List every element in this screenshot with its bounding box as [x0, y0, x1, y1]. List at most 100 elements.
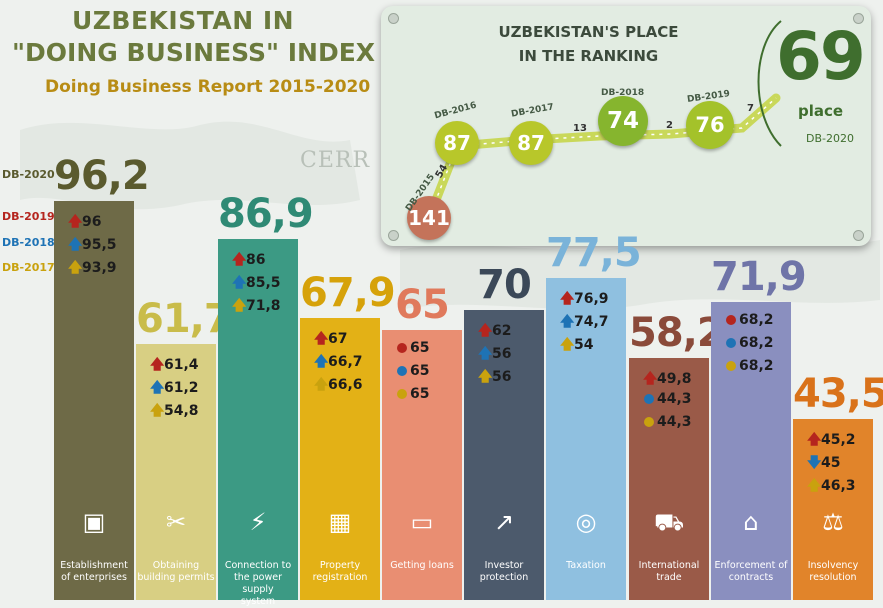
category-label: Taxation	[546, 560, 626, 572]
history-number: 68,2	[739, 311, 774, 328]
rank-value: 87	[443, 131, 471, 155]
current-rank-label: place	[798, 102, 844, 120]
dot-icon	[644, 417, 654, 428]
history-value: 44,3	[643, 391, 692, 407]
arrow-down-icon: 🡇	[807, 455, 822, 472]
category-label: Enforcement of contracts	[711, 560, 791, 584]
category-label-line: building permits	[137, 572, 215, 583]
bar-growth-chart	[464, 309, 544, 600]
category-label-line: the power supply	[234, 572, 282, 595]
category-label-line: International	[638, 560, 700, 571]
history-value: 🡅74,7	[560, 311, 609, 335]
bar-value-label: 43,5	[793, 371, 883, 418]
history-number: 93,9	[82, 259, 117, 276]
bar-tools	[136, 343, 216, 600]
bar-courthouse	[711, 301, 791, 600]
history-value: 65	[396, 340, 429, 356]
category-label: Obtaining building permits	[136, 560, 216, 584]
screw-icon	[388, 230, 399, 241]
screw-icon	[853, 13, 864, 24]
legend-db2018: DB-2018	[2, 236, 55, 249]
history-value: 68,2	[725, 358, 774, 374]
history-value: 🡅61,2	[150, 377, 199, 401]
category-label-line: registration	[312, 572, 368, 583]
history-value: 68,2	[725, 335, 774, 351]
briefcase-icon: ▣	[82, 508, 106, 536]
gavel-icon: ⚖	[822, 508, 844, 536]
category-label: Property registration	[300, 560, 380, 584]
legend-db2020: DB-2020	[2, 168, 55, 181]
arrow-up-icon: 🡅	[807, 478, 822, 495]
history-number: 45,2	[821, 432, 856, 449]
bar-coins	[546, 278, 626, 600]
ranking-title-line-2: IN THE RANKING	[518, 47, 659, 65]
bar-value-label: 70	[477, 261, 532, 308]
arrow-up-icon: 🡅	[314, 354, 329, 371]
dot-icon	[397, 389, 407, 400]
arrow-up-icon: 🡅	[314, 331, 329, 348]
arrow-up-icon: 🡅	[232, 275, 247, 292]
history-value: 🡅85,5	[232, 272, 281, 296]
arrow-up-icon: 🡅	[643, 371, 658, 388]
arrow-up-icon: 🡅	[560, 314, 575, 331]
history-number: 61,4	[164, 356, 199, 373]
bar-value-label: 77,5	[546, 230, 642, 277]
history-value: 🡅45,2	[807, 429, 856, 453]
tools-icon: ✂	[165, 508, 187, 536]
history-value: 🡅93,9	[68, 257, 117, 281]
history-number: 56	[492, 345, 512, 362]
history-value: 🡇45	[807, 452, 840, 476]
rank-db2016: 87	[435, 121, 479, 165]
history-value: 🡅56	[478, 366, 511, 390]
arrow-up-icon: 🡅	[150, 402, 165, 419]
history-value: 🡅96	[68, 211, 101, 235]
dot-icon	[726, 337, 736, 348]
history-number: 65	[410, 340, 430, 357]
category-label-line: Establishment	[60, 560, 128, 571]
arrow-up-icon: 🡅	[150, 379, 165, 396]
step-7: 7	[747, 103, 754, 114]
current-rank-year: DB-2020	[806, 132, 854, 145]
bar-value-label: 58,2	[629, 310, 725, 357]
ranking-title: UZBEKISTAN'S PLACE IN THE RANKING	[481, 20, 696, 68]
history-value: 🡅76,9	[560, 288, 609, 312]
bar-gavel	[793, 419, 873, 600]
arrow-up-icon: 🡅	[807, 432, 822, 449]
history-number: 61,2	[164, 379, 199, 396]
step-13: 13	[573, 123, 587, 134]
category-label-line: Property	[319, 560, 361, 571]
history-number: 68,2	[739, 334, 774, 351]
rank-db2017: 87	[509, 121, 553, 165]
lightning-icon: ⚡	[249, 508, 267, 536]
history-number: 44,3	[657, 391, 692, 408]
history-value: 🡅66,7	[314, 351, 363, 375]
category-label-line: Investor	[484, 560, 524, 571]
history-value: 🡅56	[478, 343, 511, 367]
truck-icon: ⛟	[654, 508, 685, 536]
arrow-up-icon: 🡅	[232, 252, 247, 269]
category-label-line: Taxation	[566, 560, 606, 571]
rank-db2019: 76	[686, 101, 734, 149]
history-number: 49,8	[657, 371, 692, 388]
category-label: Investor protection	[464, 560, 544, 584]
history-value: 🡅62	[478, 320, 511, 344]
legend-db2019: DB-2019	[2, 210, 55, 223]
growth-chart-icon: ↗	[493, 508, 515, 536]
history-number: 66,6	[328, 377, 363, 394]
bar-value-label: 86,9	[218, 191, 314, 238]
history-number: 54	[574, 337, 594, 354]
category-label-line: Connection to	[224, 560, 292, 571]
history-value: 🡅49,8	[643, 368, 692, 392]
subtitle: Doing Business Report 2015-2020	[45, 77, 371, 97]
history-value: 🡅61,4	[150, 354, 199, 378]
category-label-line: Getting loans	[390, 560, 454, 571]
category-label-line: trade	[656, 572, 682, 583]
arrow-up-icon: 🡅	[314, 377, 329, 394]
arrow-up-icon: 🡅	[68, 236, 83, 253]
credit-card-icon: ▭	[410, 508, 434, 536]
history-number: 95,5	[82, 236, 117, 253]
history-number: 56	[492, 368, 512, 385]
category-label: International trade	[629, 560, 709, 584]
